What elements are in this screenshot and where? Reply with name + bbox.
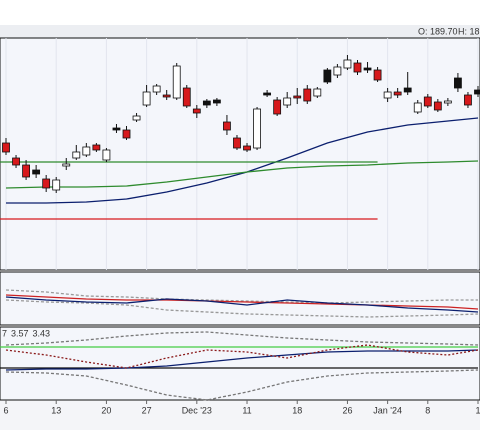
indicator-value: 3.43 [33, 328, 51, 338]
candle-body [474, 89, 480, 95]
x-tick-label: 20 [101, 405, 111, 415]
candle-body [343, 59, 352, 69]
indicator-value: 3.57 [11, 328, 29, 338]
candle-body [403, 87, 412, 93]
indicator-line [5, 331, 479, 346]
candle-body [423, 96, 432, 107]
indicator-value: 7 [2, 328, 7, 338]
candle-body [122, 129, 131, 139]
candle-body [283, 97, 292, 106]
candle-body [393, 91, 402, 96]
candle-body [112, 127, 121, 131]
candle-body [253, 108, 261, 149]
candle-body [62, 163, 71, 167]
candle-body [363, 67, 372, 71]
candle-body [182, 87, 191, 107]
candle-body [243, 145, 251, 151]
candle-body [303, 88, 312, 102]
candle-body [413, 102, 422, 113]
candle-body [22, 164, 30, 178]
candle-body [2, 142, 10, 153]
candle-body [353, 62, 362, 73]
candle-body [42, 178, 51, 189]
x-tick-label: 8 [425, 405, 430, 415]
candle-body [313, 88, 322, 97]
indicator-line [5, 344, 479, 369]
moving-average [5, 160, 479, 189]
candle-body [212, 99, 221, 104]
candle-body [223, 121, 231, 131]
candle-body [162, 94, 171, 98]
header-bar [0, 25, 480, 38]
candle-body [454, 77, 462, 89]
candle-body [82, 146, 91, 156]
candle-body [32, 169, 41, 175]
indicator-line [5, 349, 479, 371]
candle-body [263, 92, 272, 96]
candle-body [323, 69, 332, 83]
candle-body [12, 157, 20, 166]
high-price: H: 189 [458, 26, 480, 36]
candle-body [293, 95, 302, 99]
indicator-line [5, 294, 479, 310]
candle-body [102, 149, 111, 161]
candle-body [273, 99, 282, 115]
x-tick-label: 26 [342, 405, 352, 415]
x-tick-label: 13 [51, 405, 61, 415]
candle-body [443, 100, 452, 104]
candle-body [192, 108, 201, 114]
open-price: O: 189.70 [418, 26, 458, 36]
x-tick-label: 11 [242, 405, 251, 415]
candle-body [202, 100, 211, 106]
candle-body [172, 65, 181, 99]
indicator-line [5, 299, 479, 318]
candle-body [333, 66, 342, 76]
candle-body [132, 115, 141, 121]
x-tick-label: 1 [475, 405, 480, 415]
x-tick-label: 18 [292, 405, 302, 415]
panel-bg [0, 326, 480, 401]
x-tick-label: 27 [142, 405, 152, 415]
indicator-line [5, 289, 478, 304]
candle-body [52, 179, 61, 191]
x-tick-label: 6 [3, 405, 8, 415]
candle-body [233, 137, 241, 149]
indicator-line [5, 296, 479, 313]
candle-body [433, 101, 442, 111]
candle-body [92, 144, 101, 151]
candle-body [464, 94, 472, 106]
candle-body [373, 69, 382, 81]
x-axis-area [0, 400, 480, 430]
x-tick-label: Dec '23 [182, 405, 212, 415]
candle-body [72, 151, 81, 159]
candle-body [152, 85, 161, 93]
x-tick-label: Jan '24 [373, 405, 402, 415]
candle-body [142, 91, 151, 106]
candle-body [383, 91, 392, 99]
indicator-line [5, 369, 479, 401]
